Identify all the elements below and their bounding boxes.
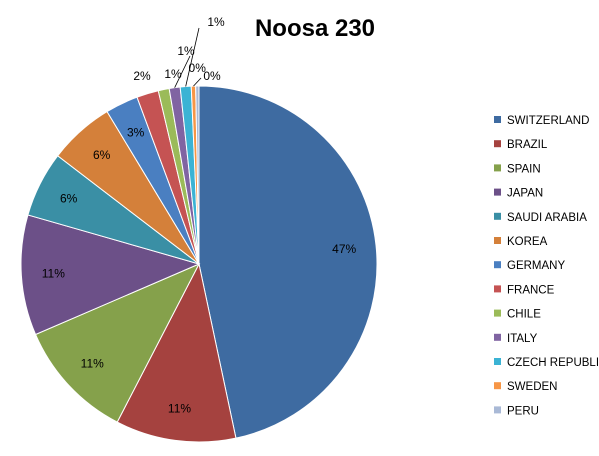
pie-slice-brazil (116, 262, 237, 443)
data-label-chile: 1% (164, 67, 182, 81)
legend-swatch-japan (494, 188, 501, 196)
data-label-france: 2% (133, 69, 151, 83)
legend-swatch-germany (494, 261, 501, 269)
leader-lines (174, 27, 202, 88)
data-label-germany: 3% (127, 126, 145, 140)
legend-label-italy: ITALY (507, 333, 538, 345)
legend-swatch-brazil (494, 140, 501, 148)
data-label-italy: 1% (177, 44, 195, 58)
leader-line-czech-republic (185, 27, 200, 87)
data-label-sweden: 0% (203, 69, 221, 83)
legend-label-germany: GERMANY (507, 260, 565, 272)
data-labels: 47% 11% 11% 11% 6% 6% 3% 2% 1% 1% 1% 0%0% (42, 15, 357, 416)
legend-swatch-switzerland (494, 116, 501, 123)
data-label-japan: 11% (42, 266, 65, 280)
legend-label-switzerland: SWITZERLAND (507, 115, 589, 127)
legend-swatch-czech-republic (494, 358, 501, 365)
legend-swatch-korea (494, 237, 501, 244)
legend-label-sweden: SWEDEN (507, 381, 557, 393)
pie-slice-peru (195, 85, 200, 265)
legend: SWITZERLAND BRAZIL SPAIN JAPAN SAUDI ARABIA K… (494, 115, 599, 417)
legend-label-france: FRANCE (507, 284, 555, 296)
legend-swatch-italy (494, 333, 501, 341)
legend-swatch-peru (494, 406, 501, 414)
leader-line-italy (174, 55, 191, 88)
data-label-saudi-arabia: 6% (60, 191, 78, 205)
legend-label-spain: SPAIN (507, 163, 541, 175)
pie-slice-spain (34, 262, 201, 423)
legend-label-peru: PERU (507, 405, 539, 417)
legend-label-czech-republic: CZECH REPUBLIC (507, 357, 599, 369)
pie-slice-switzerland (198, 85, 378, 439)
data-label-brazil: 11% (168, 402, 191, 416)
legend-swatch-saudi-arabia (494, 212, 501, 220)
data-label-spain: 11% (81, 357, 104, 371)
legend-label-brazil: BRAZIL (507, 139, 548, 151)
leader-line-sweden (193, 77, 202, 87)
legend-swatch-spain (494, 164, 501, 172)
legend-swatch-chile (494, 309, 501, 317)
legend-label-korea: KOREA (507, 236, 548, 248)
pie-slice-japan (20, 214, 201, 336)
legend-label-saudi-arabia: SAUDI ARABIA (507, 212, 587, 224)
data-label-czech-republic: 1% (207, 15, 225, 29)
legend-label-japan: JAPAN (507, 188, 543, 200)
data-label-peru: 0% (189, 61, 207, 75)
legend-swatch-sweden (494, 382, 501, 390)
legend-label-chile: CHILE (507, 309, 541, 321)
legend-swatch-france (494, 285, 501, 293)
pie-slices (20, 85, 378, 443)
data-label-switzerland: 47% (332, 242, 356, 256)
chart-title: Noosa 230 (255, 15, 375, 42)
data-label-korea: 6% (93, 148, 111, 162)
